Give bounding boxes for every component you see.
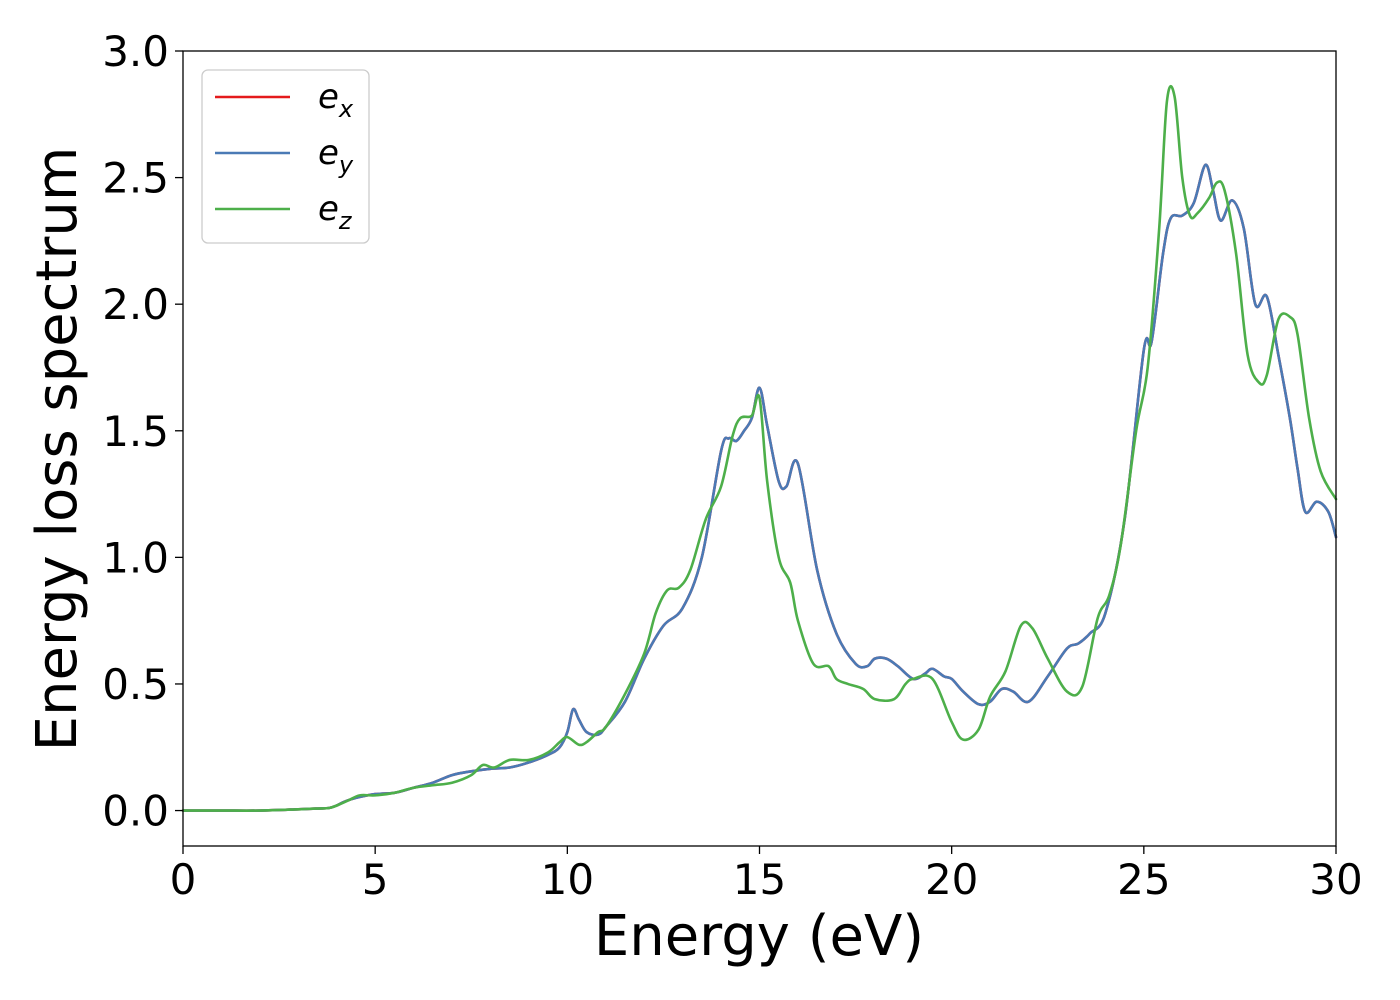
x-tick-label: 15 xyxy=(733,855,786,904)
y-tick-label: 2.5 xyxy=(102,154,169,203)
x-tick-label: 0 xyxy=(170,855,197,904)
y-tick-label: 1.5 xyxy=(102,407,169,456)
x-tick-label: 30 xyxy=(1309,855,1362,904)
y-tick-label: 1.0 xyxy=(102,533,169,582)
y-tick-label: 0.0 xyxy=(102,787,169,836)
y-axis: 0.0 0.5 1.0 1.5 2.0 2.5 3.0 xyxy=(102,27,183,836)
series-layer xyxy=(181,84,1338,812)
series-line-ez xyxy=(181,84,1338,812)
x-axis: 0 5 10 15 20 25 30 xyxy=(170,846,1363,904)
x-tick-label: 10 xyxy=(541,855,594,904)
y-tick-label: 3.0 xyxy=(102,27,169,76)
y-axis-label: Energy loss spectrum xyxy=(25,147,90,752)
x-tick-label: 5 xyxy=(362,855,389,904)
legend-box xyxy=(201,69,370,244)
y-tick-label: 0.5 xyxy=(102,660,169,709)
x-axis-label: Energy (eV) xyxy=(594,904,924,969)
x-tick-label: 20 xyxy=(925,855,978,904)
x-tick-label: 25 xyxy=(1117,855,1170,904)
plot-area xyxy=(183,51,1336,846)
y-tick-label: 2.0 xyxy=(102,280,169,329)
